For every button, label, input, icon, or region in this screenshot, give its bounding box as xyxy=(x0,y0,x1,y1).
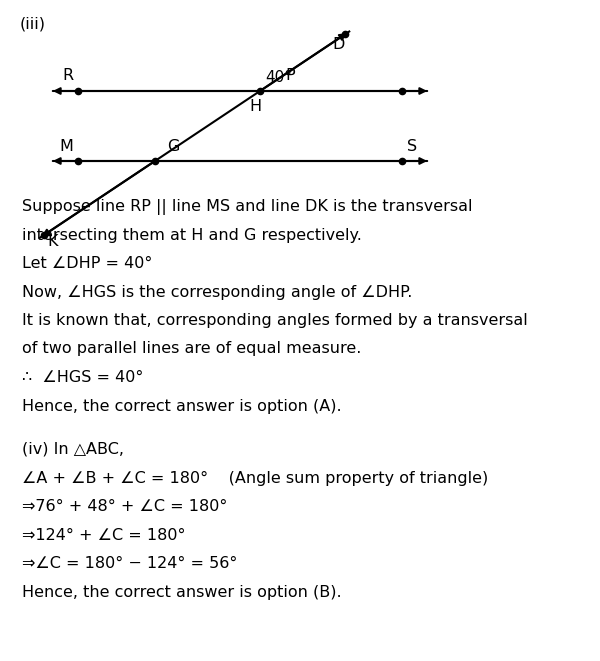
Text: H: H xyxy=(249,99,261,114)
Text: K: K xyxy=(47,234,58,249)
Text: Now, ∠HGS is the corresponding angle of ∠DHP.: Now, ∠HGS is the corresponding angle of … xyxy=(22,284,412,299)
Text: M: M xyxy=(59,139,73,154)
Text: ⇒76° + 48° + ∠C = 180°: ⇒76° + 48° + ∠C = 180° xyxy=(22,499,227,514)
Text: D: D xyxy=(332,36,344,52)
Text: (iv) In △ABC,: (iv) In △ABC, xyxy=(22,442,124,457)
Text: ⇒124° + ∠C = 180°: ⇒124° + ∠C = 180° xyxy=(22,527,185,543)
Text: Suppose line RP || line MS and line DK is the transversal: Suppose line RP || line MS and line DK i… xyxy=(22,199,473,215)
Text: ⇒∠C = 180° − 124° = 56°: ⇒∠C = 180° − 124° = 56° xyxy=(22,556,238,571)
Text: ∴  ∠HGS = 40°: ∴ ∠HGS = 40° xyxy=(22,370,143,385)
Text: It is known that, corresponding angles formed by a transversal: It is known that, corresponding angles f… xyxy=(22,313,528,328)
Text: ∠A + ∠B + ∠C = 180°    (Angle sum property of triangle): ∠A + ∠B + ∠C = 180° (Angle sum property … xyxy=(22,471,488,486)
Text: R: R xyxy=(62,68,73,83)
Text: intersecting them at H and G respectively.: intersecting them at H and G respectivel… xyxy=(22,227,362,243)
Text: Let ∠DHP = 40°: Let ∠DHP = 40° xyxy=(22,256,152,271)
Text: Hence, the correct answer is option (A).: Hence, the correct answer is option (A). xyxy=(22,399,341,414)
Text: S: S xyxy=(407,139,417,154)
Text: G: G xyxy=(167,139,179,154)
Text: Hence, the correct answer is option (B).: Hence, the correct answer is option (B). xyxy=(22,584,341,600)
Text: of two parallel lines are of equal measure.: of two parallel lines are of equal measu… xyxy=(22,342,361,356)
Text: (iii): (iii) xyxy=(20,16,46,31)
Text: 40°: 40° xyxy=(265,70,292,85)
Text: P: P xyxy=(285,68,295,83)
